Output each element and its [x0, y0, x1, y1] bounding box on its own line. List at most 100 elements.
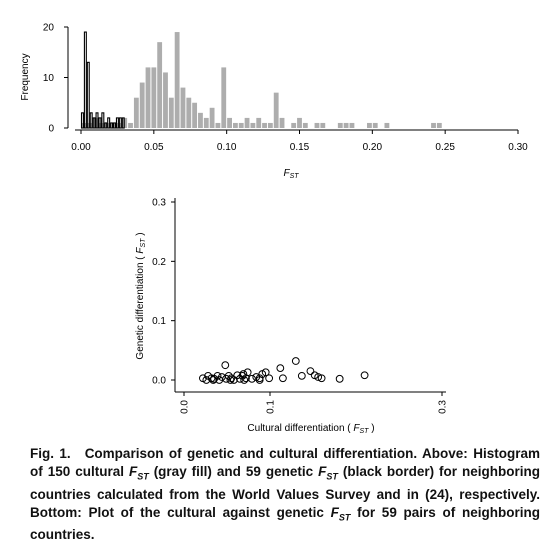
- histogram-bar: [95, 112, 99, 129]
- x-axis-label-part: ST: [290, 173, 300, 180]
- histogram-bar: [337, 122, 343, 128]
- y-axis-label-part: Genetic differentiation (: [135, 254, 146, 360]
- histogram-bar: [133, 97, 139, 128]
- scatter-point: [226, 376, 235, 384]
- x-tick-label: 0.05: [144, 142, 164, 153]
- caption: Fig. 1. Comparison of genetic and cultura…: [30, 445, 540, 544]
- histogram-bar: [320, 122, 326, 128]
- histogram-bar: [110, 122, 114, 129]
- x-tick-label: 0.1: [266, 400, 277, 414]
- caption-text: (black border) for neighboring countries…: [30, 464, 540, 520]
- scatter-point: [243, 368, 252, 377]
- figure: 0 10 20 0.00 0.05 0.10 0.15 0.20 0.25 0.30 Frequen…: [20, 23, 528, 436]
- histogram-bar: [302, 122, 308, 128]
- histogram-bar: [168, 97, 174, 128]
- x-axis-label-part: Cultural differentiation (: [247, 423, 353, 434]
- x-axis-label-part: ): [368, 423, 374, 434]
- y-tick-label: 20: [43, 23, 55, 34]
- scatter-point: [224, 371, 233, 380]
- histogram-bar: [291, 122, 297, 128]
- caption-text: Comparison of genetic and cultural diffe…: [30, 446, 540, 479]
- x-axis-label: Cultural differentiation ( FST ): [247, 423, 374, 435]
- caption-text: for 59 pairs of neighboring countries.: [30, 504, 540, 543]
- histogram-bar: [151, 67, 157, 128]
- histogram-bar: [267, 122, 273, 128]
- x-tick-label: 0.10: [217, 142, 237, 153]
- histogram-bar: [112, 122, 117, 129]
- x-tick-label: 0.20: [363, 142, 383, 153]
- histogram-bar: [273, 92, 279, 128]
- histogram-bar: [186, 97, 192, 128]
- histogram-bar: [367, 122, 372, 128]
- histogram-bar: [98, 117, 102, 129]
- histogram-bar: [157, 42, 163, 128]
- histogram-bar: [203, 117, 209, 128]
- scatter-point: [248, 374, 256, 383]
- histogram-bar: [297, 117, 302, 128]
- scatter-point: [306, 367, 315, 376]
- x-axis-label: FST: [283, 168, 299, 180]
- x-axis-label-part: ST: [360, 428, 370, 435]
- histogram-bar: [107, 117, 111, 129]
- histogram-bar: [180, 87, 186, 128]
- scatter-point: [209, 376, 218, 384]
- histogram-bar: [384, 122, 390, 128]
- histogram-bar: [244, 117, 250, 128]
- histogram-bar: [279, 117, 285, 128]
- scatter-point: [240, 376, 249, 384]
- histogram-bar: [83, 31, 87, 129]
- histogram-bar: [86, 61, 90, 129]
- x-axis-label-part: F: [353, 423, 360, 434]
- scatter-point: [297, 371, 306, 380]
- histogram-bar: [192, 102, 198, 128]
- histogram-bar: [121, 117, 125, 129]
- y-tick-label: 0.1: [152, 316, 166, 327]
- histogram-bar: [343, 122, 349, 128]
- histogram-bar: [221, 67, 227, 128]
- histogram-bar: [227, 117, 232, 128]
- scatter-point: [221, 361, 230, 370]
- x-tick-label: 0.25: [435, 142, 455, 153]
- histogram-bar: [262, 122, 267, 128]
- y-axis-label: Genetic differentiation ( FST ): [135, 232, 147, 359]
- caption-text: ST: [338, 512, 351, 523]
- y-axis-label: Frequency: [20, 53, 31, 100]
- y-tick-label: 0: [48, 124, 54, 135]
- histogram-bar: [232, 122, 238, 128]
- histogram-bar: [436, 122, 442, 128]
- histogram-bar: [145, 67, 151, 128]
- caption-text: F: [128, 464, 138, 479]
- histogram-bar: [250, 122, 256, 128]
- scatter-point: [291, 357, 300, 365]
- x-tick-label: 0.30: [508, 142, 528, 153]
- histogram-bar: [238, 122, 244, 128]
- scatter-point: [213, 371, 222, 380]
- histogram-bar: [314, 122, 320, 128]
- histogram-bar: [163, 72, 168, 128]
- y-tick-label: 0.0: [152, 376, 166, 387]
- scatter-point: [261, 368, 270, 377]
- x-tick-label: 0.3: [438, 400, 449, 414]
- caption-text: ST: [137, 471, 149, 482]
- x-tick-label: 0.00: [71, 142, 91, 153]
- x-tick-label: 0.15: [290, 142, 310, 153]
- histogram-bar: [198, 112, 203, 128]
- caption-label: Fig. 1.: [30, 446, 71, 461]
- y-tick-label: 0.2: [152, 257, 166, 268]
- y-tick-label: 0.3: [152, 198, 166, 209]
- x-tick-label: 0.0: [180, 400, 191, 414]
- histogram-bar: [115, 117, 119, 129]
- caption-text: F: [330, 504, 339, 520]
- y-tick-label: 10: [43, 73, 55, 84]
- histogram-bar: [209, 107, 215, 128]
- x-axis-label-part: F: [283, 168, 290, 179]
- histogram-bar: [431, 122, 436, 128]
- histogram-bar: [80, 112, 84, 129]
- y-axis-label-part: ): [135, 232, 146, 238]
- caption-text: ST: [326, 471, 338, 482]
- scatter-point: [239, 370, 248, 378]
- scatter-point: [276, 364, 285, 373]
- y-axis-label-part: ST: [140, 238, 147, 248]
- histogram-bar: [104, 122, 108, 129]
